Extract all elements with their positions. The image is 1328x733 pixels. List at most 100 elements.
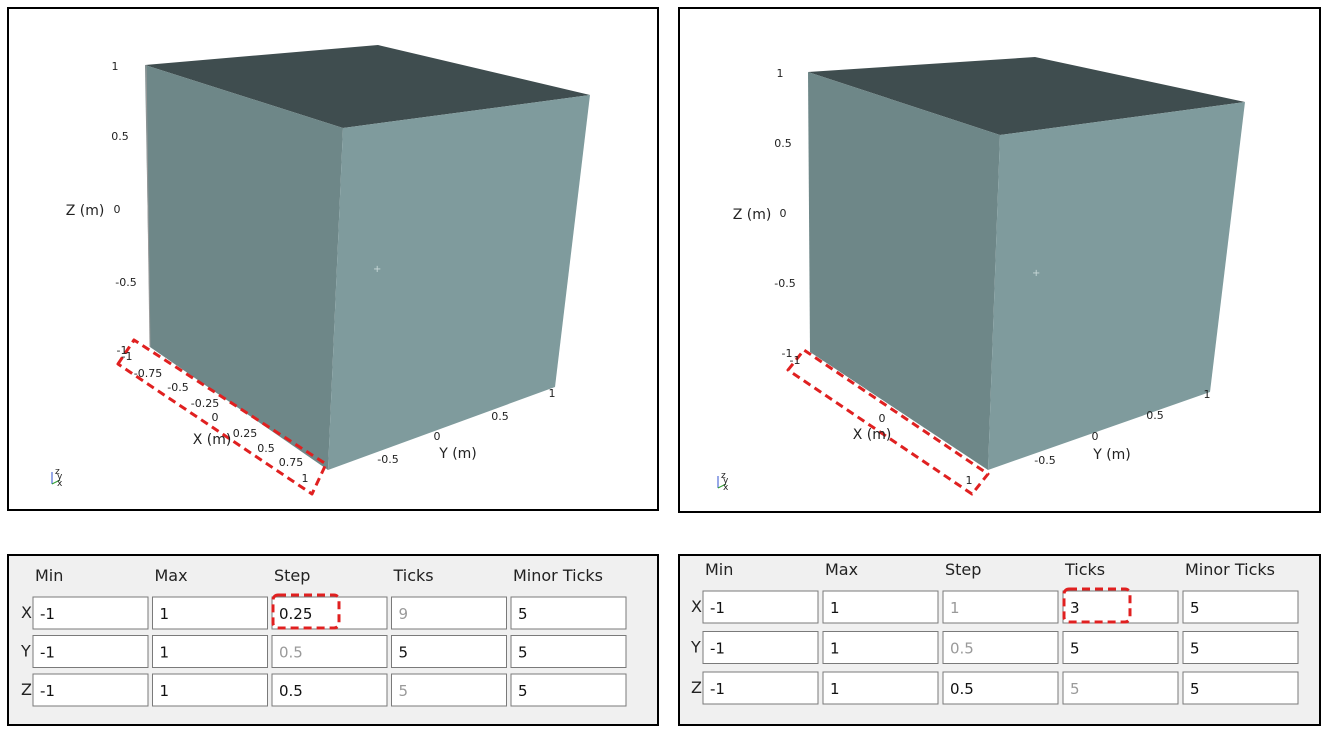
row-label: X — [691, 597, 702, 616]
triad-label: x — [723, 483, 729, 493]
input-field[interactable] — [1062, 631, 1179, 664]
z-tick-label: 0.5 — [774, 137, 792, 150]
input-field[interactable] — [822, 671, 939, 705]
input-field[interactable] — [510, 673, 627, 707]
cube-right — [988, 102, 1245, 470]
input-field[interactable] — [1182, 671, 1299, 705]
column-header: Minor Ticks — [513, 566, 603, 585]
input-field[interactable] — [702, 590, 819, 624]
z-tick-label: -0.5 — [115, 276, 136, 289]
input-field[interactable] — [822, 631, 939, 664]
input-value: 0.5 — [279, 644, 303, 662]
x-tick-label: 0.5 — [257, 442, 275, 455]
input-field[interactable] — [152, 635, 268, 668]
row-label: Z — [691, 678, 702, 697]
column-header: Step — [945, 560, 981, 579]
x-tick-label: 1 — [966, 474, 973, 487]
input-field[interactable] — [32, 635, 149, 668]
cube-left — [808, 72, 1000, 470]
z-tick-label: -1 — [117, 344, 128, 357]
column-header: Step — [274, 566, 310, 585]
input-value: 5 — [1070, 640, 1080, 658]
y-tick-label: -0.5 — [377, 453, 398, 466]
triad-label: z — [721, 471, 726, 481]
y-tick-label: 0.5 — [1146, 409, 1164, 422]
x-tick-label: 0.25 — [233, 427, 258, 440]
input-value: 5 — [518, 644, 528, 662]
input-field[interactable] — [271, 596, 388, 630]
triad-axis — [51, 479, 61, 485]
cube-top — [145, 45, 590, 128]
z-tick-label: -0.5 — [774, 277, 795, 290]
input-field[interactable] — [271, 673, 388, 707]
input-value: 5 — [1070, 680, 1080, 698]
z-tick-label: 1 — [777, 67, 784, 80]
input-value: -1 — [40, 644, 55, 662]
input-field[interactable] — [1062, 590, 1179, 624]
input-value: -1 — [40, 605, 55, 623]
input-value: -1 — [710, 640, 725, 658]
column-header: Ticks — [393, 566, 434, 585]
highlight — [1062, 587, 1132, 624]
input-field[interactable] — [822, 590, 939, 624]
input-field[interactable] — [1182, 631, 1299, 664]
input-field — [271, 635, 388, 668]
column-header: Max — [825, 560, 858, 579]
y-tick-label: -0.5 — [1034, 454, 1055, 467]
input-field[interactable] — [942, 671, 1059, 705]
highlight — [116, 338, 328, 496]
input-value: 1 — [830, 599, 840, 617]
input-value: 1 — [160, 644, 170, 662]
triad-label: z — [55, 467, 60, 477]
input-field[interactable] — [391, 635, 507, 668]
input-value: 3 — [1070, 599, 1080, 617]
input-value: -1 — [710, 680, 725, 698]
input-field[interactable] — [152, 673, 268, 707]
input-value: 5 — [399, 682, 409, 700]
z-axis-title: Z (m) — [66, 203, 105, 219]
z-axis-title: Z (m) — [733, 207, 772, 223]
input-field[interactable] — [510, 635, 627, 668]
input-field[interactable] — [152, 596, 268, 630]
triad-label: y — [57, 472, 63, 482]
input-field[interactable] — [702, 671, 819, 705]
input-field[interactable] — [32, 596, 149, 630]
input-field — [1062, 671, 1179, 705]
input-field[interactable] — [702, 631, 819, 664]
input-field — [942, 631, 1059, 664]
z-tick-label: 0 — [114, 203, 121, 216]
input-value: -1 — [710, 599, 725, 617]
column-header: Ticks — [1064, 560, 1105, 579]
x-tick-label: -0.5 — [167, 381, 188, 394]
input-value: 5 — [1190, 640, 1200, 658]
input-field[interactable] — [1182, 590, 1299, 624]
x-tick-label: 1 — [302, 472, 309, 485]
column-header: Min — [35, 566, 63, 585]
row-label: Y — [20, 642, 31, 661]
row-label: X — [21, 603, 32, 622]
cube-left — [145, 65, 343, 470]
input-value: 0.25 — [279, 605, 312, 623]
cube-center: + — [1032, 268, 1040, 279]
z-tick-label: -1 — [782, 347, 793, 360]
x-axis-title: X (m) — [193, 432, 232, 448]
input-field — [391, 596, 507, 630]
z-tick-label: 0 — [780, 207, 787, 220]
input-field[interactable] — [510, 596, 627, 630]
row-label: Y — [690, 638, 701, 657]
column-header: Min — [705, 560, 733, 579]
input-value: -1 — [40, 682, 55, 700]
y-tick-label: 1 — [1204, 388, 1211, 401]
cube-top — [808, 57, 1245, 135]
input-value: 0.5 — [950, 640, 974, 658]
input-value: 1 — [830, 680, 840, 698]
z-axis-line — [145, 64, 151, 348]
x-tick-label: -1 — [122, 350, 133, 363]
z-tick-label: 1 — [112, 60, 119, 73]
y-axis-title: Y (m) — [438, 446, 477, 462]
input-field[interactable] — [32, 673, 149, 707]
input-field — [391, 673, 507, 707]
column-header: Minor Ticks — [1185, 560, 1275, 579]
